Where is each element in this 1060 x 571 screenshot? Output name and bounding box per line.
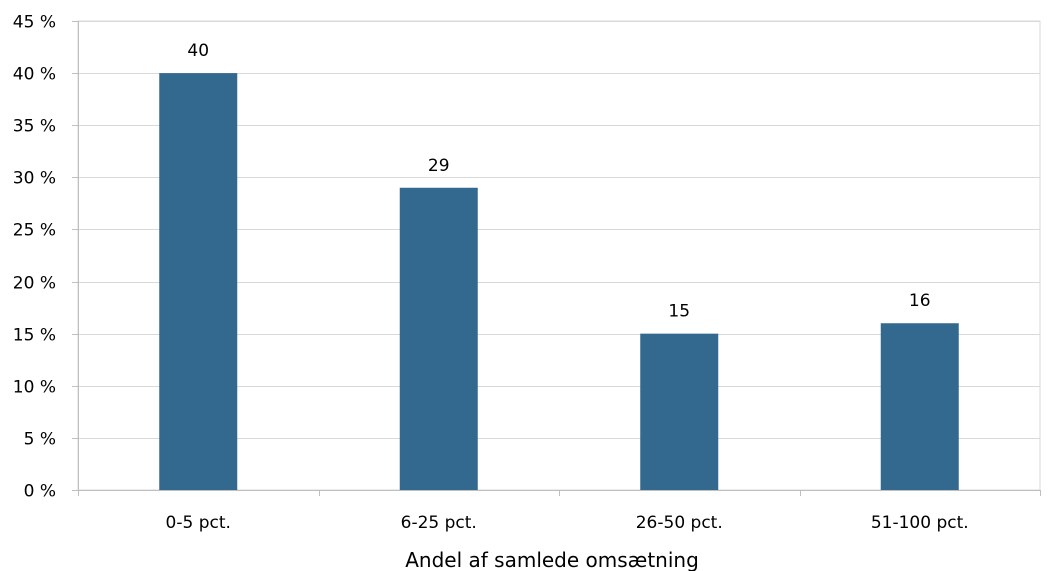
y-tick-label: 10 %	[13, 378, 56, 398]
data-labels: 40 29 15 16	[187, 41, 930, 322]
x-tick-label: 51-100 pct.	[871, 513, 969, 533]
x-axis-title: Andel af samlede omsætning	[405, 548, 699, 571]
y-tick-label: 25 %	[13, 221, 56, 241]
x-axis-ticks: 0-5 pct. 6-25 pct. 26-50 pct. 51-100 pct.	[78, 490, 1041, 533]
x-tick-label: 0-5 pct.	[166, 513, 231, 533]
data-label: 15	[668, 302, 690, 322]
bar	[399, 187, 478, 490]
grid-lines	[72, 21, 1040, 491]
y-tick-label: 20 %	[13, 274, 56, 294]
bar	[159, 73, 238, 490]
y-tick-label: 0 %	[24, 482, 56, 502]
y-tick-label: 35 %	[13, 117, 56, 137]
data-label: 29	[428, 156, 450, 176]
data-label: 40	[187, 41, 209, 61]
x-tick-label: 26-50 pct.	[636, 513, 723, 533]
y-tick-label: 40 %	[13, 65, 56, 85]
bar	[640, 333, 719, 490]
y-tick-label: 5 %	[24, 430, 56, 450]
y-tick-label: 15 %	[13, 326, 56, 346]
bar	[880, 323, 959, 490]
y-axis-ticks: 0 % 5 % 10 % 15 % 20 % 25 % 30 % 35 % 40 % 45 %	[13, 13, 56, 502]
data-label: 16	[909, 291, 931, 311]
bars	[159, 73, 959, 490]
y-tick-label: 45 %	[13, 13, 56, 33]
x-tick-label: 6-25 pct.	[401, 513, 477, 533]
y-tick-label: 30 %	[13, 169, 56, 189]
